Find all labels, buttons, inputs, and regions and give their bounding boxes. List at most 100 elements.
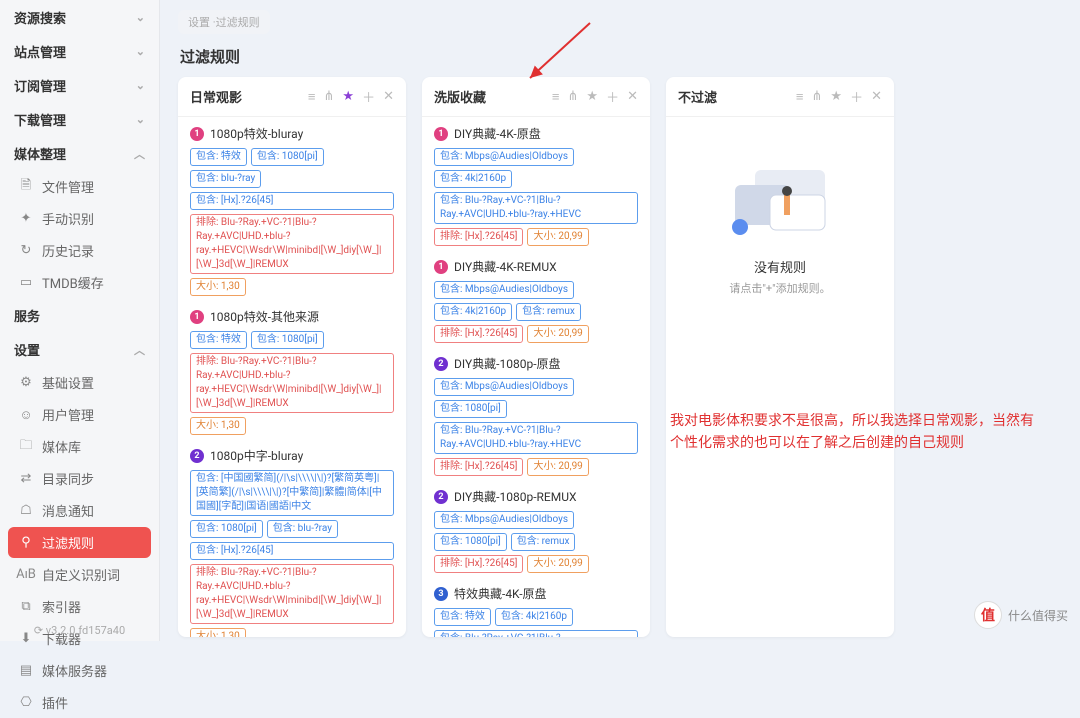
column-header: 洗版收藏≡⋔★＋✕ (422, 77, 650, 117)
sidebar: 资源搜索⌄站点管理⌄订阅管理⌄下载管理⌄媒体整理︿🗎文件管理✦手动识别↻历史记录… (0, 0, 160, 641)
sidebar-label: 下载管理 (14, 110, 66, 129)
sidebar-label: 媒体库 (42, 437, 81, 456)
main: 设置 ·过滤规则 过滤规则 日常观影≡⋔★＋✕11080p特效-bluray包含… (160, 0, 1080, 641)
sidebar-label: 自定义识别词 (42, 565, 120, 584)
sidebar-icon: ⚙ (18, 375, 34, 391)
rule-name: DIY典藏-4K-原盘 (454, 125, 541, 142)
share-icon[interactable]: ⋔ (568, 89, 579, 104)
sidebar-label: 资源搜索 (14, 8, 66, 27)
sidebar-item[interactable]: AıB自定义识别词 (8, 559, 151, 590)
rule-tag: 包含: 1080[pi] (251, 148, 324, 166)
rule-tag: 包含: [Hx].?26[45] (190, 192, 394, 210)
rule-title: 11080p特效-bluray (190, 125, 394, 142)
rule-tags: 包含: [中国國繁简](/|\s|\\\\|\|)?[繁简英粤]|[英简繁](/… (190, 470, 394, 637)
add-icon[interactable]: ＋ (606, 87, 619, 106)
menu-icon[interactable]: ≡ (796, 89, 804, 105)
rule-tag: 包含: 特效 (190, 331, 247, 349)
rule-item[interactable]: 2DIY典藏-1080p-REMUX包含: Mbps@Audies|Oldboy… (434, 488, 638, 573)
sidebar-item[interactable]: 🗎文件管理 (8, 171, 151, 202)
sidebar-item[interactable]: 媒体整理︿ (8, 137, 151, 170)
sidebar-label: 索引器 (42, 597, 81, 616)
sidebar-label: 订阅管理 (14, 76, 66, 95)
rule-tag: 包含: Blu-?Ray.+VC-?1|Blu-?Ray.+AVC|UHD.+b… (434, 630, 638, 637)
sidebar-item[interactable]: 🗀媒体库 (8, 431, 151, 462)
sidebar-item[interactable]: ☖消息通知 (8, 495, 151, 526)
rule-item[interactable]: 11080p特效-其他来源包含: 特效包含: 1080[pi]排除: Blu-?… (190, 308, 394, 435)
sidebar-icon: ☺ (18, 407, 34, 423)
add-icon[interactable]: ＋ (362, 87, 375, 106)
empty-title: 没有规则 (754, 257, 806, 276)
sidebar-item[interactable]: ⇄目录同步 (8, 463, 151, 494)
rule-item[interactable]: 2DIY典藏-1080p-原盘包含: Mbps@Audies|Oldboys包含… (434, 355, 638, 476)
watermark: 值 什么值得买 (974, 601, 1068, 629)
rule-tag: 包含: Blu-?Ray.+VC-?1|Blu-?Ray.+AVC|UHD.+b… (434, 192, 638, 224)
sidebar-item[interactable]: ⚙ 基础设置 (8, 367, 151, 398)
rule-item[interactable]: 3特效典藏-4K-原盘包含: 特效包含: 4k|2160p包含: Blu-?Ra… (434, 585, 638, 637)
rule-item[interactable]: 11080p特效-bluray包含: 特效包含: 1080[pi]包含: blu… (190, 125, 394, 296)
sidebar-item[interactable]: 设置︿ (8, 333, 151, 366)
sidebar-item[interactable]: 订阅管理 ⌄ (8, 69, 151, 102)
star-icon[interactable]: ★ (342, 89, 354, 104)
sidebar-item[interactable]: ⎔插件 (8, 687, 151, 718)
version-label: ⟳ v3.2.0.fd157a40 (0, 624, 159, 637)
breadcrumb: 设置 ·过滤规则 (178, 10, 270, 34)
chevron-icon: ⌄ (136, 113, 145, 126)
menu-icon[interactable]: ≡ (552, 89, 560, 105)
rule-tag: 包含: 4k|2160p (434, 170, 512, 188)
close-icon[interactable]: ✕ (383, 89, 394, 104)
rule-tag: 大小: 20,99 (527, 228, 588, 246)
rule-name: 1080p特效-其他来源 (210, 308, 319, 325)
rule-title: 1DIY典藏-4K-REMUX (434, 258, 638, 275)
sidebar-item[interactable]: ↻历史记录 (8, 235, 151, 266)
sidebar-label: 基础设置 (42, 373, 94, 392)
sidebar-icon: 🗎 (18, 179, 34, 195)
sidebar-item[interactable]: 站点管理⌄ (8, 35, 151, 68)
close-icon[interactable]: ✕ (627, 89, 638, 104)
sidebar-item[interactable]: 下载管理 ⌄ (8, 103, 151, 136)
sidebar-icon: ⎔ (18, 695, 34, 711)
column-body: 1DIY典藏-4K-原盘包含: Mbps@Audies|Oldboys包含: 4… (422, 117, 650, 637)
close-icon[interactable]: ✕ (871, 89, 882, 104)
rule-item[interactable]: 1DIY典藏-4K-REMUX包含: Mbps@Audies|Oldboys包含… (434, 258, 638, 343)
sidebar-item[interactable]: ☺用户管理 (8, 399, 151, 430)
rule-badge: 1 (434, 260, 448, 274)
empty-illustration (710, 145, 850, 245)
sidebar-item[interactable]: ✦手动识别 (8, 203, 151, 234)
column-title: 不过滤 (678, 87, 717, 106)
sidebar-label: 服务 (14, 306, 40, 325)
share-icon[interactable]: ⋔ (812, 89, 823, 104)
sidebar-item[interactable]: 服务 (8, 299, 151, 332)
rule-item[interactable]: 21080p中字-bluray包含: [中国國繁简](/|\s|\\\\|\|)… (190, 447, 394, 637)
rule-title: 1DIY典藏-4K-原盘 (434, 125, 638, 142)
watermark-text: 什么值得买 (1008, 607, 1068, 624)
chevron-icon: ︿ (134, 146, 145, 162)
rule-badge: 1 (190, 310, 204, 324)
sidebar-icon: ⚲ (18, 535, 34, 551)
rule-title: 2DIY典藏-1080p-REMUX (434, 488, 638, 505)
menu-icon[interactable]: ≡ (308, 89, 316, 105)
rule-tag: 包含: 特效 (434, 608, 491, 626)
rule-tag: 包含: blu-?ray (190, 170, 261, 188)
sidebar-item[interactable]: ▭TMDB缓存 (8, 267, 151, 298)
add-icon[interactable]: ＋ (850, 87, 863, 106)
rule-column: 日常观影≡⋔★＋✕11080p特效-bluray包含: 特效包含: 1080[p… (178, 77, 406, 637)
rule-column: 不过滤≡⋔★＋✕没有规则请点击"+"添加规则。 (666, 77, 894, 637)
rule-tag: 包含: Mbps@Audies|Oldboys (434, 281, 574, 299)
rule-item[interactable]: 1DIY典藏-4K-原盘包含: Mbps@Audies|Oldboys包含: 4… (434, 125, 638, 246)
sidebar-icon: ↻ (18, 243, 34, 259)
chevron-icon: ⌄ (136, 45, 145, 58)
chevron-icon: ⌄ (136, 79, 145, 92)
sidebar-item[interactable]: ⧉索引器 (8, 591, 151, 622)
star-icon[interactable]: ★ (586, 89, 598, 104)
sidebar-item[interactable]: ▤媒体服务器 (8, 655, 151, 686)
sidebar-item[interactable]: 资源搜索⌄ (8, 1, 151, 34)
rule-tags: 包含: Mbps@Audies|Oldboys包含: 4k|2160p包含: B… (434, 148, 638, 246)
rule-tag: 包含: 1080[pi] (190, 520, 263, 538)
rule-tags: 包含: 特效包含: 4k|2160p包含: Blu-?Ray.+VC-?1|Bl… (434, 608, 638, 637)
share-icon[interactable]: ⋔ (324, 89, 335, 104)
star-icon[interactable]: ★ (830, 89, 842, 104)
rule-column: 洗版收藏≡⋔★＋✕1DIY典藏-4K-原盘包含: Mbps@Audies|Old… (422, 77, 650, 637)
sidebar-item[interactable]: ⚲过滤规则 (8, 527, 151, 558)
columns-container: 日常观影≡⋔★＋✕11080p特效-bluray包含: 特效包含: 1080[p… (178, 77, 1062, 637)
rule-badge: 1 (190, 127, 204, 141)
